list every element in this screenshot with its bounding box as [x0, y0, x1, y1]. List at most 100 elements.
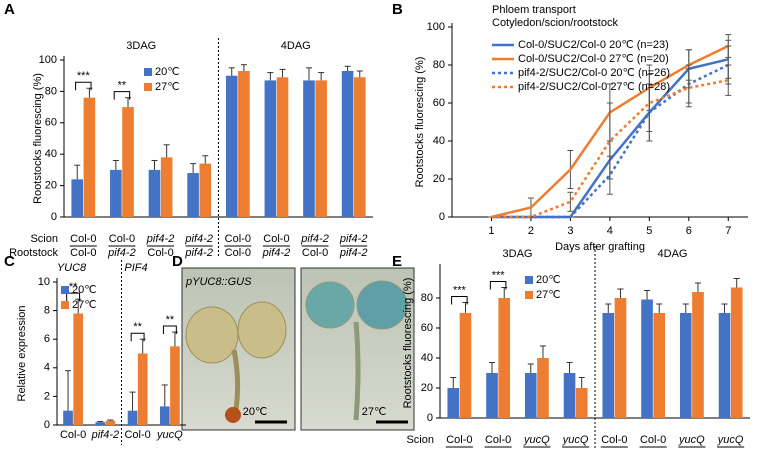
sig-bracket: [162, 325, 177, 335]
bar: [602, 313, 615, 418]
y-axis-label: Relative expression: [16, 306, 28, 402]
y-tick-label: 100: [427, 21, 445, 33]
panel-letter: D: [172, 253, 183, 270]
legend-title: Phloem transport: [492, 4, 576, 16]
bar: [137, 353, 148, 425]
legend-swatch: [525, 291, 533, 299]
legend-swatch: [144, 68, 152, 76]
x-tick-label: pif4-2: [262, 247, 291, 259]
legend-label: pif4-2/SUC2/Col-0 27℃ (n=28): [518, 81, 670, 93]
x-tick-label: pif4-2: [184, 247, 213, 259]
row-label: Scion: [406, 434, 434, 446]
x-tick-label: 1: [488, 225, 494, 237]
x-tick-label: pif4-2: [339, 247, 368, 259]
y-axis-label: Rootstocks fluorescing (%): [414, 57, 426, 188]
y-tick-label: 6: [44, 333, 50, 345]
x-tick-label: yucQ: [717, 448, 744, 449]
bar: [127, 410, 138, 425]
x-tick-label: yucQ: [156, 429, 183, 441]
panel-letter: C: [4, 253, 15, 270]
bar: [170, 346, 180, 425]
bar: [71, 179, 84, 217]
significance: ***: [492, 269, 506, 281]
bar: [459, 313, 472, 418]
legend-label: 20℃: [155, 66, 180, 78]
significance: ***: [453, 284, 467, 296]
x-axis-label: Days after grafting: [555, 241, 645, 253]
bar: [315, 80, 327, 217]
bar: [199, 163, 212, 217]
bar: [187, 173, 199, 217]
legend-label: 27℃: [72, 299, 97, 311]
legend-label: 20℃: [72, 284, 97, 296]
y-tick-label: 40: [45, 148, 57, 160]
y-tick-label: 2: [44, 390, 50, 402]
x-tick-label: Col-0: [446, 434, 472, 446]
legend-swatch: [61, 286, 69, 294]
x-tick-label: yucQ: [678, 434, 705, 446]
legend-label: Col-0/SUC2/Col-0 27℃ (n=20): [518, 53, 669, 65]
x-tick-label: 3: [567, 225, 573, 237]
x-tick-label: Col-0: [446, 448, 472, 449]
bar: [225, 75, 238, 217]
bar: [575, 388, 588, 418]
bar: [718, 313, 731, 418]
sig-bracket: [66, 292, 81, 302]
bar: [73, 313, 84, 425]
y-axis-label: Rootstocks fluorescing (%): [402, 278, 414, 409]
x-tick-label: Col-0: [601, 434, 627, 446]
bar: [537, 358, 549, 418]
x-tick-label: Col-0: [147, 247, 173, 259]
seedling: [185, 301, 287, 423]
panel-letter: A: [4, 1, 15, 18]
y-tick-label: 80: [433, 59, 445, 71]
significance: ***: [77, 70, 91, 82]
bar: [63, 410, 73, 425]
x-tick-label: Col-0: [70, 247, 96, 259]
significance: **: [118, 80, 127, 92]
x-tick-label: pif4-2: [339, 233, 368, 245]
section-label: 4DAG: [281, 40, 311, 52]
section-label: 3DAG: [126, 40, 156, 52]
sig-bracket: [75, 81, 92, 91]
image-label: 20℃: [243, 406, 268, 418]
sig-bracket: [489, 281, 507, 290]
section-label: 3DAG: [503, 248, 533, 260]
x-tick-label: Col-0: [124, 429, 150, 441]
bar: [341, 70, 354, 218]
y-tick-label: 40: [433, 135, 445, 147]
x-tick-label: pif4-2: [300, 233, 329, 245]
legend-label: Col-0/SUC2/Col-0 20℃ (n=23): [518, 39, 669, 51]
x-tick-label: Col-0: [640, 434, 666, 446]
x-tick-label: 7: [725, 225, 731, 237]
x-tick-label: Col-0: [60, 429, 86, 441]
bar: [730, 287, 743, 418]
y-tick-label: 0: [439, 211, 445, 223]
x-tick-label: pif4-2: [146, 233, 175, 245]
bar: [679, 313, 692, 418]
y-tick-label: 0: [44, 419, 50, 431]
legend-swatch: [61, 301, 69, 309]
x-tick-label: 5: [646, 225, 652, 237]
significance: **: [133, 321, 142, 333]
legend-swatch: [525, 276, 533, 284]
sig-bracket: [130, 332, 145, 342]
x-tick-label: pif4-2: [91, 429, 120, 441]
y-tick-label: 4: [44, 362, 50, 374]
section-label: PIF4: [124, 262, 147, 274]
y-tick-label: 10: [38, 276, 50, 288]
x-tick-label: yucQ: [562, 434, 589, 446]
bar: [148, 169, 161, 217]
legend-label: 27℃: [536, 289, 561, 301]
bar: [563, 373, 576, 418]
panel-letter: B: [392, 1, 403, 18]
bar: [641, 299, 653, 418]
sig-bracket: [451, 296, 468, 305]
bar: [105, 420, 116, 425]
legend-title: Cotyledon/scion/rootstock: [492, 17, 618, 29]
y-axis-label: Rootstocks fluorescing (%): [32, 73, 44, 204]
image-label: 27℃: [362, 406, 387, 418]
y-tick-label: 20: [433, 173, 445, 185]
bar: [614, 298, 627, 418]
